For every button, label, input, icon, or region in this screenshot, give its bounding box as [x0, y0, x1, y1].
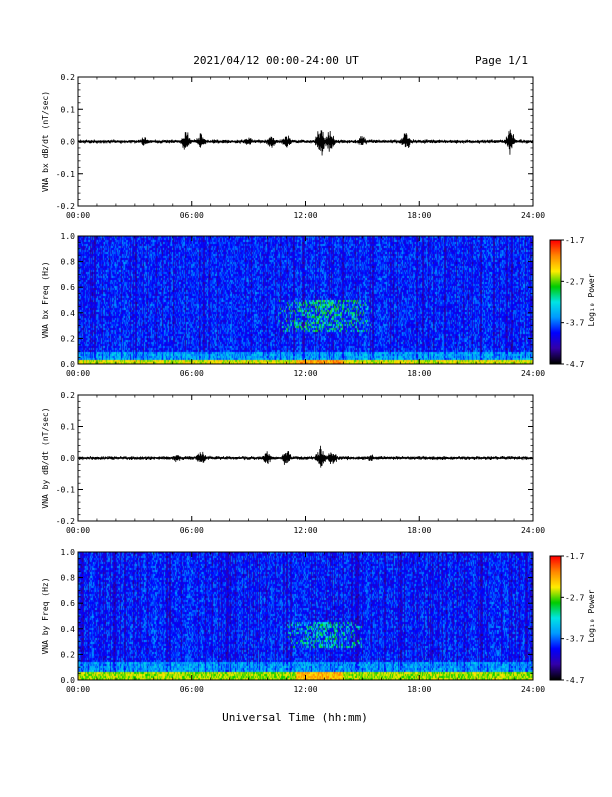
x-tick-label: 06:00 — [180, 685, 204, 694]
x-axis-label: Universal Time (hh:mm) — [222, 711, 368, 724]
y-tick-label: 0.4 — [61, 625, 76, 634]
x-tick-label: 06:00 — [180, 211, 204, 220]
colorbar-tick-label: -1.7 — [565, 236, 584, 245]
y-axis-label: VNA by Freq (Hz) — [41, 577, 50, 654]
x-tick-label: 00:00 — [66, 685, 90, 694]
y-axis-label: VNA by dB/dt (nT/sec) — [41, 407, 50, 508]
x-tick-label: 18:00 — [407, 211, 431, 220]
colorbar-tick-label: -2.7 — [565, 277, 584, 286]
colorbar-tick-label: -3.7 — [565, 635, 584, 644]
x-tick-label: 24:00 — [521, 369, 545, 378]
dbdt-trace — [77, 445, 534, 468]
date-range-title: 2021/04/12 00:00-24:00 UT — [193, 54, 359, 67]
y-tick-label: 0.6 — [61, 599, 76, 608]
y-tick-label: 0.0 — [61, 360, 76, 369]
y-tick-label: -0.1 — [56, 170, 75, 179]
x-tick-label: 06:00 — [180, 526, 204, 535]
y-tick-label: 0.1 — [61, 105, 76, 114]
colorbar-tick-label: -4.7 — [565, 676, 584, 685]
y-tick-label: -0.2 — [56, 517, 75, 526]
y-tick-label: 0.2 — [61, 73, 76, 82]
y-tick-label: 0.2 — [61, 334, 76, 343]
x-tick-label: 00:00 — [66, 369, 90, 378]
x-tick-label: 12:00 — [293, 526, 317, 535]
y-tick-label: 0.6 — [61, 283, 76, 292]
x-tick-label: 18:00 — [407, 369, 431, 378]
y-tick-label: 0.0 — [61, 676, 76, 685]
y-axis-label: VNA bx dB/dt (nT/sec) — [41, 91, 50, 192]
colorbar-tick-label: -4.7 — [565, 360, 584, 369]
y-tick-label: 0.2 — [61, 391, 76, 400]
x-tick-label: 12:00 — [293, 369, 317, 378]
y-tick-label: 0.1 — [61, 423, 76, 432]
x-tick-label: 12:00 — [293, 685, 317, 694]
y-tick-label: 0.8 — [61, 258, 76, 267]
y-tick-label: 0.0 — [61, 454, 76, 463]
x-tick-label: 12:00 — [293, 211, 317, 220]
x-tick-label: 18:00 — [407, 685, 431, 694]
x-tick-label: 24:00 — [521, 526, 545, 535]
y-tick-label: 0.0 — [61, 138, 76, 147]
colorbar-label: Log₁₀ Power — [587, 273, 596, 326]
x-tick-label: 00:00 — [66, 211, 90, 220]
x-tick-label: 06:00 — [180, 369, 204, 378]
dbdt-trace — [77, 129, 534, 156]
panels: 0.20.10.0-0.1-0.200:00 06:00 12:00 18:00 24:… — [41, 73, 596, 694]
y-tick-label: 1.0 — [61, 232, 76, 241]
x-tick-label: 24:00 — [521, 211, 545, 220]
panel-1: 0.2 0.1 0.0 -0.1 -0.200:00 06:00 12:00 18:00 24:… — [41, 73, 545, 220]
colorbar — [550, 556, 561, 680]
colorbar-frame — [549, 555, 562, 681]
y-tick-label: 1.0 — [61, 548, 76, 557]
colorbar — [550, 240, 561, 364]
panel-3: 0.2 0.1 0.0 -0.1 -0.200:00 06:00 12:00 18:00 24:… — [41, 391, 545, 535]
spectrogram-image — [78, 552, 533, 680]
panel-2: -1.7 -2.7 -3.7 -4.7 Log₁₀ Power 1.0 0.8 0.6 0.4 0… — [41, 232, 596, 378]
x-tick-label: 18:00 — [407, 526, 431, 535]
y-tick-label: 0.4 — [61, 309, 76, 318]
x-tick-label: 00:00 — [66, 526, 90, 535]
colorbar-frame — [549, 239, 562, 365]
y-tick-label: 0.2 — [61, 650, 76, 659]
x-tick-label: 24:00 — [521, 685, 545, 694]
y-tick-label: -0.2 — [56, 202, 75, 211]
y-tick-label: 0.8 — [61, 574, 76, 583]
colorbar-tick-label: -3.7 — [565, 319, 584, 328]
page-indicator: Page 1/1 — [475, 54, 528, 67]
y-tick-label: -0.1 — [56, 486, 75, 495]
panel-4: -1.7 -2.7 -3.7 -4.7 Log₁₀ Power 1.0 0.8 0.6 0.4 0… — [41, 548, 596, 694]
colorbar-label: Log₁₀ Power — [587, 589, 596, 642]
colorbar-tick-label: -1.7 — [565, 552, 584, 561]
spectrogram-image — [78, 236, 533, 364]
colorbar-tick-label: -2.7 — [565, 593, 584, 602]
y-axis-label: VNA bx Freq (Hz) — [41, 261, 50, 338]
